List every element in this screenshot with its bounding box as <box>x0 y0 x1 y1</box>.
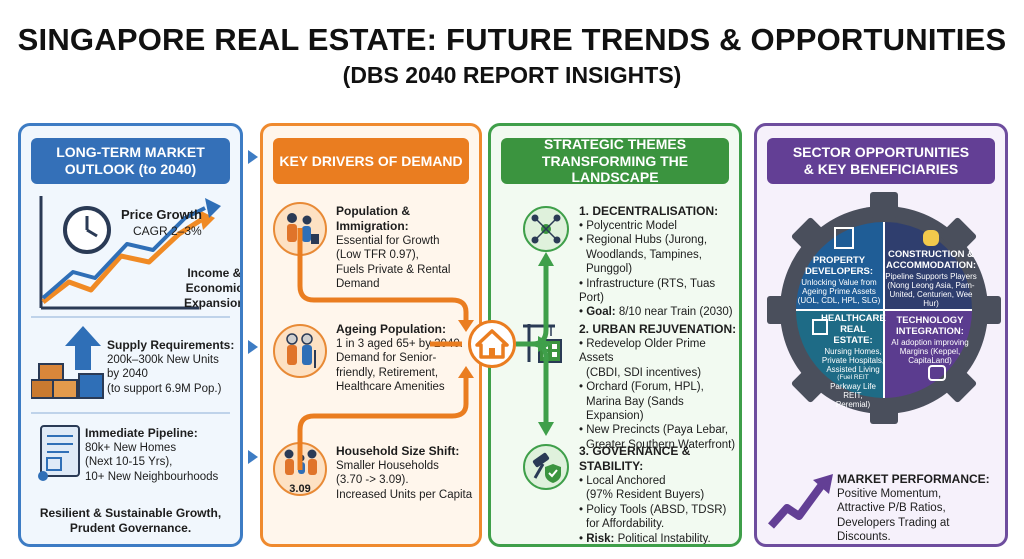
divider <box>31 316 230 318</box>
home-hub-icon <box>468 320 516 368</box>
supply-boxes-icon <box>31 326 104 399</box>
population-driver-text: Population & Immigration: Essential for … <box>336 204 451 291</box>
sector-opportunities-banner: SECTOR OPPORTUNITIES & KEY BENEFICIARIES <box>767 138 995 184</box>
col1-footer: Resilient & Sustainable Growth, Prudent … <box>39 506 222 535</box>
demand-drivers-panel: KEY DRIVERS OF DEMAND Population & Immig… <box>260 123 482 547</box>
network-hub-icon <box>523 206 569 252</box>
connector-arrow <box>248 150 258 164</box>
page-title: SINGAPORE REAL ESTATE: FUTURE TRENDS & O… <box>17 22 1007 57</box>
population-family-icon <box>273 202 327 256</box>
technology-quadrant: TECHNOLOGY INTEGRATION: AI adoption impro… <box>891 315 969 366</box>
market-outlook-panel: LONG-TERM MARKET OUTLOOK (to 2040) Price … <box>18 123 243 547</box>
connector-arrow <box>248 450 258 464</box>
governance-theme: 3. GOVERNANCE & STABILITY: • Local Ancho… <box>579 444 727 545</box>
income-expansion-label: Income & Economic Expansion <box>184 266 243 310</box>
property-developers-quadrant: PROPERTY DEVELOPERS: Unlocking Value from… <box>797 255 881 306</box>
market-performance-text: MARKET PERFORMANCE: Positive Momentum, A… <box>837 472 990 544</box>
connector-arrow <box>248 340 258 354</box>
upward-trend-icon <box>768 474 833 529</box>
decentralisation-theme: 1. DECENTRALISATION: • Polycentric Model… <box>579 204 733 319</box>
strategic-themes-banner: STRATEGIC THEMES TRANSFORMING THE LANDSCA… <box>501 136 729 185</box>
household-size-badge: 3.09 <box>289 483 311 495</box>
elderly-couple-icon <box>273 324 327 378</box>
immediate-pipeline-text: Immediate Pipeline: 80k+ New Homes (Next… <box>85 426 219 483</box>
page-subtitle: (DBS 2040 REPORT INSIGHTS) <box>342 62 682 88</box>
household-driver-text: Household Size Shift: Smaller Households… <box>336 444 473 501</box>
construction-quadrant: CONSTRUCTION & ACCOMMODATION: Pipeline Su… <box>885 249 977 309</box>
demand-drivers-banner: KEY DRIVERS OF DEMAND <box>273 138 469 184</box>
healthcare-quadrant: HEALTHCARE REAL ESTATE: Nursing Homes, Pri… <box>821 313 886 410</box>
growth-chart-icon <box>39 196 221 310</box>
crane-building-icon <box>523 324 562 363</box>
blueprint-icon <box>38 425 80 481</box>
sector-opportunities-panel: SECTOR OPPORTUNITIES & KEY BENEFICIARIES <box>754 123 1008 547</box>
sector-gear: PROPERTY DEVELOPERS: Unlocking Value from… <box>765 186 1003 424</box>
gear-icon <box>767 192 1001 424</box>
ageing-driver-text: Ageing Population: 1 in 3 aged 65+ by 20… <box>336 322 463 394</box>
supply-requirements-text: Supply Requirements: 200k–300k New Units… <box>107 338 235 395</box>
cagr-value: CAGR 2–3% <box>133 224 202 238</box>
divider <box>31 412 230 414</box>
market-outlook-banner: LONG-TERM MARKET OUTLOOK (to 2040) <box>31 138 230 184</box>
price-growth-label: Price Growth <box>121 207 202 222</box>
urban-rejuvenation-theme: 2. URBAN REJUVENATION: • Redevelop Older… <box>579 322 737 451</box>
gavel-shield-icon <box>523 444 569 490</box>
strategic-themes-panel: STRATEGIC THEMES TRANSFORMING THE LANDSCA… <box>488 123 742 547</box>
